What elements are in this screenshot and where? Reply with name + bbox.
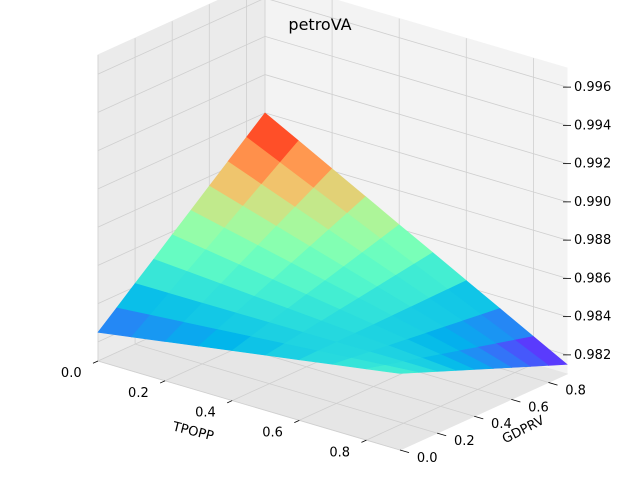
x-axis-label: TPOPP xyxy=(170,419,215,444)
surface xyxy=(97,112,568,374)
y-tick-label: 0.8 xyxy=(565,383,586,398)
x-tick-label: 0.8 xyxy=(329,445,350,460)
y-tick-mark xyxy=(511,398,521,403)
z-tick-label: 0.988 xyxy=(574,233,611,248)
grid-line-y xyxy=(134,38,438,434)
x-tick-mark xyxy=(294,419,300,423)
z-tick-label: 0.996 xyxy=(574,80,611,95)
x-tick-mark xyxy=(227,400,233,404)
grid-line-z xyxy=(97,35,568,126)
y-tick-label: 0.0 xyxy=(417,451,438,466)
x-tick-label: 0.4 xyxy=(195,406,216,421)
z-tick-label: 0.992 xyxy=(574,157,611,172)
y-tick-label: 0.6 xyxy=(528,400,549,415)
axis-ticks: 0.0 0.2 0.4 0.6 0.8 0.0 0.2 0.4 0.6 0.8 0.982 0.984… xyxy=(61,80,611,466)
x-tick-label: 0.0 xyxy=(61,366,82,381)
z-tick-label: 0.984 xyxy=(574,310,611,325)
x-tick-mark xyxy=(159,380,166,384)
surface-cell xyxy=(366,364,419,374)
chart-title: petroVA xyxy=(288,15,351,34)
z-tick-label: 0.982 xyxy=(574,348,611,363)
x-tick-label: 0.2 xyxy=(128,386,149,401)
z-tick-label: 0.990 xyxy=(574,195,611,210)
y-tick-mark xyxy=(548,382,558,386)
x-tick-mark xyxy=(361,439,367,443)
y-tick-label: 0.4 xyxy=(491,417,512,432)
y-tick-mark xyxy=(436,432,447,437)
x-tick-label: 0.6 xyxy=(262,425,283,440)
x-tick-mark xyxy=(92,360,99,364)
z-tick-label: 0.994 xyxy=(574,118,611,133)
y-tick-mark xyxy=(399,449,410,454)
grid-line-z xyxy=(97,0,568,88)
z-tick-label: 0.986 xyxy=(574,271,611,286)
y-tick-mark xyxy=(474,415,484,420)
grid-line-z xyxy=(97,74,568,164)
y-tick-label: 0.2 xyxy=(454,434,475,449)
